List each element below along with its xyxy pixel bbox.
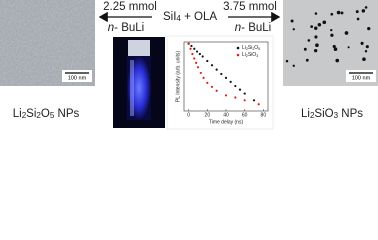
data-point — [193, 57, 196, 60]
nanoparticle — [344, 31, 349, 35]
data-point — [202, 76, 205, 79]
legend-marker — [236, 46, 240, 50]
nanoparticle — [355, 10, 359, 14]
data-point — [199, 71, 202, 75]
left-reagent: n- BuLi — [108, 22, 144, 34]
nanoparticle — [362, 57, 366, 62]
data-point — [234, 84, 237, 88]
nanoparticle — [364, 49, 368, 53]
data-point — [243, 99, 246, 102]
precursor: SiI4 + OLA — [163, 11, 217, 23]
data-point — [243, 92, 246, 95]
data-point — [215, 68, 218, 71]
data-point — [187, 42, 190, 45]
data-point — [238, 88, 242, 91]
scale-bar-label: 100 nm — [68, 75, 87, 81]
nanoparticle — [315, 43, 319, 48]
nanoparticle — [332, 44, 336, 49]
nanoparticle — [290, 19, 294, 23]
x-tick-label: 20 — [205, 112, 211, 118]
legend-label: Li2Si2O5 — [242, 45, 260, 51]
x-tick-label: 40 — [223, 112, 229, 118]
data-point — [220, 72, 223, 76]
data-point — [234, 96, 237, 99]
data-point — [206, 81, 209, 84]
nanoparticle — [313, 48, 318, 53]
nanoparticle — [330, 28, 333, 32]
data-point — [198, 52, 201, 56]
data-point — [201, 55, 204, 58]
data-point — [191, 52, 194, 56]
legend-marker — [236, 53, 240, 57]
data-point — [195, 50, 199, 53]
nanoparticle — [307, 39, 311, 42]
right-product: Li2SiO3 NPs — [301, 108, 363, 120]
cuvette-photo — [113, 37, 165, 128]
data-point — [206, 59, 209, 63]
pl-decay-plot: 0 20 40 60 80 Time delay (ns) PL Intensity (ar… — [166, 35, 274, 130]
legend-label: Li2SiO3 — [242, 52, 258, 58]
data-point — [224, 94, 228, 97]
nanoparticle — [322, 20, 327, 25]
nanoparticle — [333, 47, 338, 52]
x-axis-label: Time delay (ns) — [209, 119, 244, 125]
left-tem-image: 100 nm — [0, 0, 95, 86]
y-axis-label: PL Intensity (arb. units) — [175, 51, 181, 103]
data-point — [193, 47, 196, 50]
nanoparticle — [335, 58, 340, 63]
data-point — [252, 99, 256, 102]
data-point — [190, 44, 193, 48]
right-tem-image: 100 nm — [283, 0, 378, 86]
nanoparticle — [305, 58, 309, 62]
nanoparticle — [292, 64, 295, 67]
nanoparticle — [314, 12, 318, 15]
x-tick-label: 0 — [187, 112, 190, 118]
right-reagent: n- BuLi — [235, 22, 271, 34]
nanoparticle — [330, 33, 334, 37]
right-amount: 3.75 mmol — [223, 1, 277, 13]
nanoparticle — [310, 25, 314, 28]
x-tick-label: 80 — [261, 112, 267, 118]
nanoparticle — [360, 41, 364, 45]
left-amount: 2.25 mmol — [103, 1, 157, 13]
graphical-abstract: 100 nm 100 nm 2.25 mmol 3.75 mmol n- BuL… — [0, 0, 378, 130]
nanoparticle — [365, 45, 369, 49]
data-point — [189, 47, 192, 50]
nanoparticle — [317, 23, 322, 27]
x-tick-label: 60 — [242, 112, 248, 118]
data-point — [210, 64, 214, 67]
nanoparticle — [285, 59, 289, 63]
nanoparticle — [336, 10, 341, 15]
data-point — [224, 76, 228, 79]
left-product: Li2Si2O5 NPs — [13, 108, 80, 120]
nanoparticle — [314, 26, 318, 30]
nanoparticle — [314, 35, 318, 39]
data-point — [257, 103, 260, 106]
nanoparticle — [303, 47, 307, 51]
nanoparticle — [356, 17, 360, 21]
data-point — [229, 80, 232, 83]
nanoparticle — [367, 26, 371, 31]
nanoparticle — [361, 9, 366, 13]
nanoparticle — [292, 28, 295, 31]
data-point — [215, 89, 218, 92]
data-point — [195, 61, 198, 65]
nanoparticle — [364, 6, 368, 9]
nanoparticle — [347, 46, 350, 49]
nanoparticle — [340, 11, 344, 15]
scale-bar-label: 100 nm — [352, 75, 371, 81]
data-point — [210, 85, 214, 88]
nanoparticle — [330, 12, 334, 16]
data-point — [196, 66, 200, 69]
